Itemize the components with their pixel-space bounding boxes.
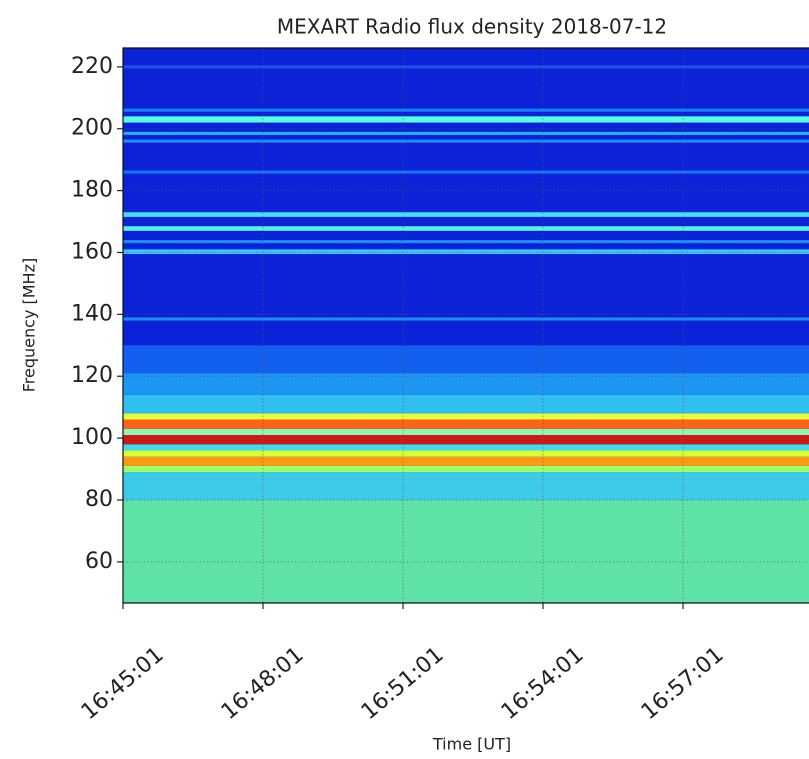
chart-title: MEXART Radio flux density 2018-07-12 — [277, 15, 667, 39]
frequency-band — [123, 116, 809, 123]
frequency-band — [123, 419, 809, 429]
frequency-band — [123, 456, 809, 466]
frequency-band — [123, 226, 809, 231]
y-tick-label: 120 — [71, 363, 113, 388]
frequency-band — [123, 249, 809, 255]
frequency-band — [123, 472, 809, 500]
y-tick-label: 180 — [71, 178, 113, 203]
frequency-band — [123, 108, 809, 112]
frequency-band — [123, 373, 809, 395]
frequency-band — [123, 450, 809, 457]
x-tick-label: 16:48:01 — [217, 642, 309, 725]
x-tick-label: 16:57:01 — [637, 642, 729, 725]
frequency-band — [123, 413, 809, 420]
plot-area — [123, 48, 809, 603]
frequency-band — [123, 345, 809, 374]
y-tick-label: 140 — [71, 301, 113, 326]
y-tick-label: 80 — [85, 487, 113, 512]
axes-spine — [122, 47, 809, 604]
y-tick-label: 200 — [71, 116, 113, 141]
x-tick-label: 16:51:01 — [357, 642, 449, 725]
frequency-band — [123, 212, 809, 217]
frequency-band — [123, 170, 809, 174]
frequency-band — [123, 444, 809, 451]
frequency-band — [123, 240, 809, 244]
frequency-band — [123, 139, 809, 143]
y-tick-label: 60 — [85, 549, 113, 574]
x-tick-label: 16:45:01 — [77, 642, 169, 725]
frequency-band — [123, 394, 809, 414]
y-axis-label: Frequency [MHz] — [20, 258, 39, 392]
x-tick-label: 16:54:01 — [497, 642, 589, 725]
y-tick-label: 160 — [71, 239, 113, 264]
y-tick-label: 220 — [71, 54, 113, 79]
y-tick-label: 100 — [71, 425, 113, 450]
frequency-band — [123, 428, 809, 436]
frequency-band — [123, 435, 809, 445]
x-axis-label: Time [UT] — [432, 735, 511, 754]
frequency-band — [123, 465, 809, 473]
frequency-band — [123, 131, 809, 135]
frequency-band — [123, 499, 809, 603]
frequency-band — [123, 317, 809, 321]
